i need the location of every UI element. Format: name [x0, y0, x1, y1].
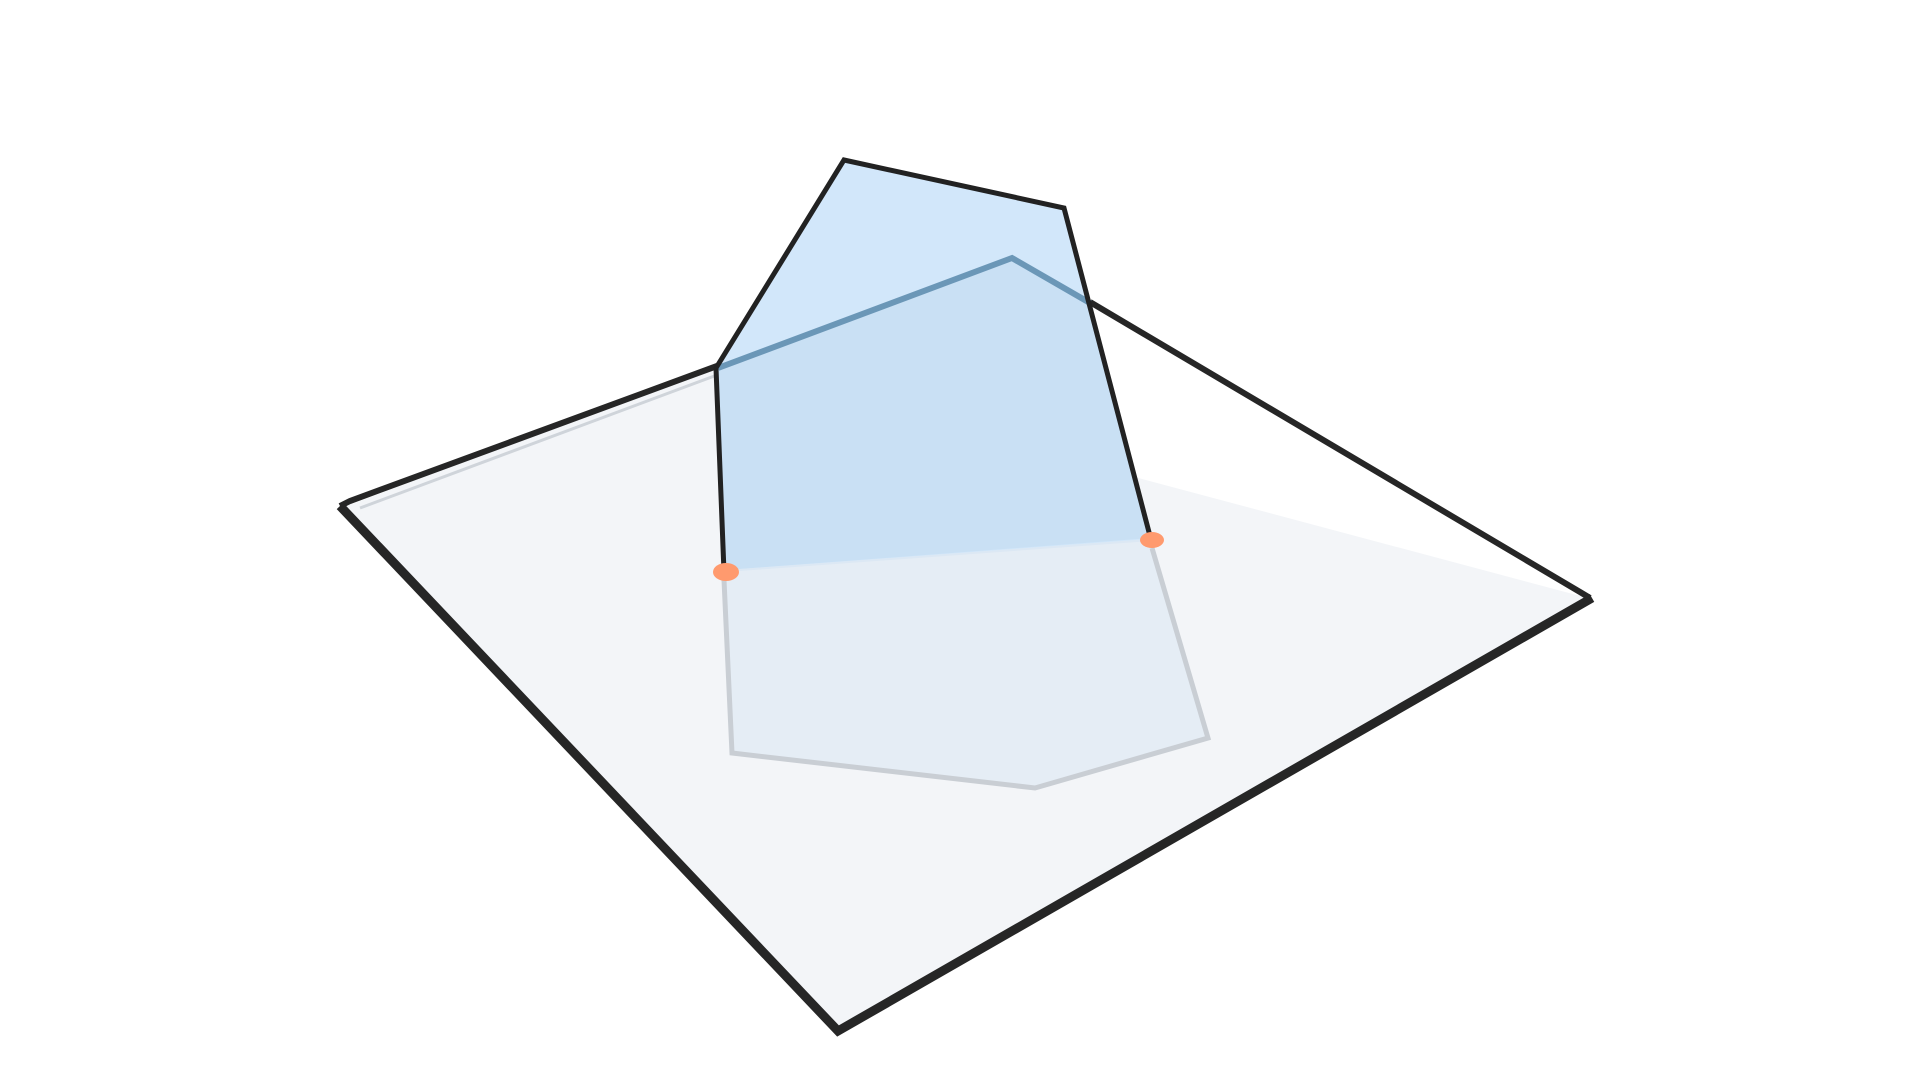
upper-polygon-outline — [713, 157, 1153, 573]
intersection-point-right — [1140, 532, 1164, 548]
ghost-polygon-edge — [721, 547, 1212, 791]
plane-back-right-edge — [1088, 299, 1592, 601]
plane-front-edge — [336, 502, 1595, 1037]
intersection-points — [713, 532, 1164, 581]
polygon-plane-intersection-line — [725, 539, 1151, 572]
ghost-polygon-fill — [724, 540, 1208, 788]
plane-inner-edge — [359, 373, 718, 510]
polygon-below-plane-ghost — [721, 540, 1212, 791]
plane-back-left-edge — [338, 363, 719, 509]
upper-polygon-lower-part — [718, 260, 1150, 570]
intersection-point-left — [713, 563, 739, 581]
polygon-above-plane — [713, 157, 1153, 573]
plane-edge-through-polygon — [716, 254, 1092, 371]
